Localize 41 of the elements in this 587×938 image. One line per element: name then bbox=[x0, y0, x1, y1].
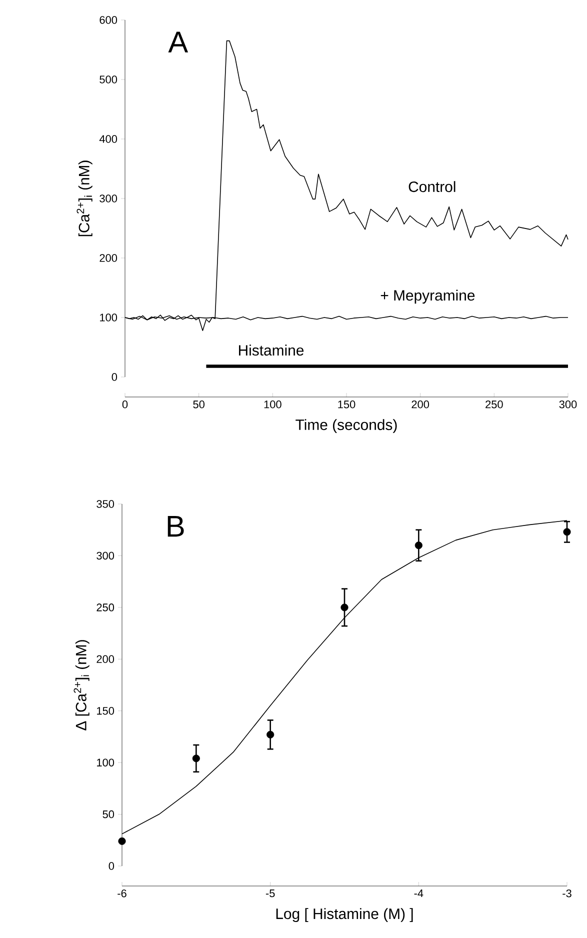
chart-title: B bbox=[168, 516, 184, 537]
point bbox=[192, 754, 200, 762]
y-axis-title: [Ca$^{2+}$]$_{i}$ (nM) bbox=[76, 160, 92, 236]
y-tick-label: 200 bbox=[96, 655, 114, 664]
x-tick-label: 0 bbox=[122, 400, 128, 408]
x-tick-label: -3 bbox=[562, 890, 572, 898]
y-tick-label: 50 bbox=[102, 810, 114, 818]
x-tick-label: -6 bbox=[118, 890, 126, 898]
y-tick-label: 100 bbox=[100, 314, 118, 322]
series-label: + Mepyramine bbox=[380, 290, 475, 304]
y-tick-label: 400 bbox=[99, 135, 118, 143]
y-tick-label: 250 bbox=[96, 604, 114, 612]
series-label: Histamine bbox=[239, 344, 304, 356]
x-axis-title: Log [ Histamine (M) ] bbox=[276, 908, 413, 922]
chart-title: A bbox=[168, 32, 188, 52]
x-tick-label: 250 bbox=[486, 400, 503, 408]
y-axis-title: Δ [Ca$^{2+}$]$_{i}$ (nM) bbox=[74, 640, 90, 730]
y-tick-label: 350 bbox=[96, 500, 114, 508]
point bbox=[414, 542, 422, 550]
y-tick-label: 100 bbox=[97, 758, 114, 766]
y-tick-label: 0 bbox=[108, 862, 114, 870]
x-tick-label: 300 bbox=[559, 400, 577, 408]
point bbox=[118, 837, 126, 845]
x-tick-label: 150 bbox=[338, 400, 356, 408]
x-tick-label: -5 bbox=[266, 890, 275, 898]
y-tick-label: 300 bbox=[100, 194, 118, 202]
x-tick-label: 50 bbox=[193, 400, 204, 408]
series-label: Control bbox=[408, 181, 456, 192]
x-tick-label: -4 bbox=[414, 890, 424, 898]
y-tick-label: 0 bbox=[112, 373, 118, 381]
x-tick-label: 100 bbox=[264, 400, 282, 408]
y-tick-label: 300 bbox=[96, 552, 114, 560]
y-tick-label: 600 bbox=[100, 16, 118, 24]
y-tick-label: 200 bbox=[100, 254, 118, 262]
point bbox=[266, 730, 274, 738]
y-tick-label: 500 bbox=[100, 76, 118, 84]
y-tick-label: 150 bbox=[97, 706, 114, 715]
x-axis-title: Time (seconds) bbox=[296, 419, 397, 434]
point bbox=[340, 604, 348, 612]
point bbox=[563, 528, 571, 536]
x-tick-label: 200 bbox=[412, 400, 430, 408]
